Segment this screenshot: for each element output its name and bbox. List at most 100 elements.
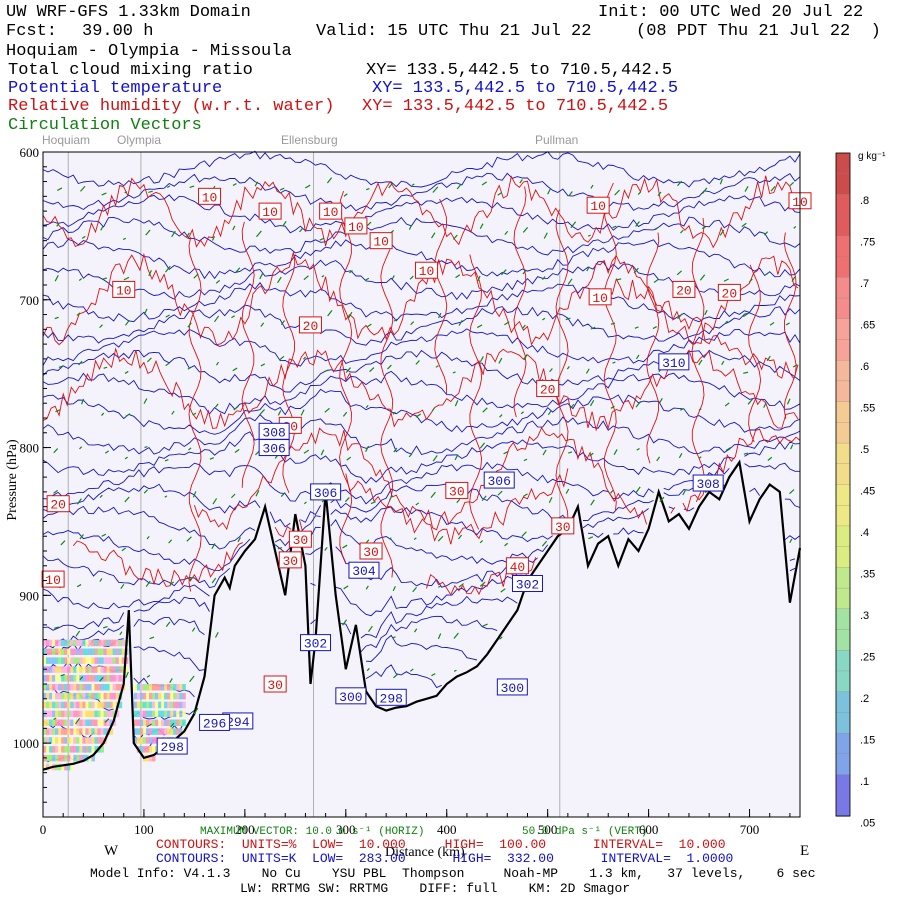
cloud-cell <box>136 684 141 691</box>
vector-arrow <box>415 502 420 506</box>
cloud-cell <box>167 728 171 735</box>
vector-arrow <box>393 673 398 679</box>
cloud-cell <box>85 746 89 753</box>
cloud-cell <box>118 701 123 709</box>
vector-arrow <box>327 309 333 317</box>
plot-frame <box>42 151 801 818</box>
rh-contour-label: 20 <box>676 283 692 298</box>
cloud-cell <box>67 657 71 664</box>
cloud-cell <box>73 684 77 691</box>
vector-arrow <box>214 632 219 638</box>
cloud-cell <box>106 684 111 691</box>
cloud-cell <box>100 684 104 691</box>
cloud-cell <box>142 710 147 718</box>
cloud-cell <box>139 692 144 700</box>
y-tick-label: 900 <box>20 588 40 603</box>
cloud-cell <box>64 728 68 735</box>
vector-arrow <box>698 359 703 366</box>
vector-arrow <box>634 326 639 329</box>
cloud-cell <box>73 719 77 726</box>
colorbar-swatch <box>835 650 851 672</box>
cloud-cell <box>79 666 83 673</box>
theta-contour-line <box>42 370 801 415</box>
rh-label-box <box>344 217 368 235</box>
cloud-cell <box>164 719 168 726</box>
colorbar-label: .55 <box>860 403 875 415</box>
cloud-cell <box>158 719 162 726</box>
cloud-cell <box>103 639 108 647</box>
vector-arrow <box>458 319 463 326</box>
cloud-cell <box>73 666 77 673</box>
vector-arrow <box>766 355 771 362</box>
vector-arrow <box>791 276 796 282</box>
cloud-cell <box>67 710 71 718</box>
cloud-cell <box>67 648 71 655</box>
cloud-cell <box>155 728 159 735</box>
rh-contour-info: CONTOURS: UNITS=% LOW= 10.000 HIGH= 100.… <box>156 837 726 852</box>
vector-arrow <box>744 186 749 192</box>
cloud-cell <box>82 639 86 647</box>
vector-arrow <box>786 398 791 405</box>
valid-local-time: (08 PDT Thu 21 Jul 22 ) <box>636 22 881 41</box>
vector-arrow <box>165 265 171 273</box>
cloud-cell <box>112 648 117 655</box>
theta-contour-line <box>42 304 801 346</box>
rh-label-box <box>46 495 70 513</box>
colorbar-swatch <box>835 360 851 382</box>
x-tick-label: 300 <box>336 822 356 837</box>
cloud-cell <box>158 692 162 700</box>
vector-arrow <box>143 308 148 315</box>
vector-arrow <box>54 626 59 629</box>
rh-label-box <box>415 261 439 279</box>
vector-arrow <box>324 546 328 551</box>
cloud-cell <box>76 701 80 709</box>
vector-arrow <box>303 449 310 454</box>
field-cloud-xy: XY= 133.5,442.5 to 710.5,442.5 <box>366 61 673 80</box>
cloud-cell <box>73 692 77 700</box>
theta-contour-label: 306 <box>488 474 511 489</box>
cloud-cell <box>52 684 56 691</box>
vector-arrow <box>282 220 287 227</box>
cloud-cell <box>73 728 77 735</box>
vector-arrow <box>79 676 84 681</box>
vector-arrow <box>303 275 309 281</box>
cloud-cell <box>173 701 177 709</box>
cloud-cell <box>139 719 144 726</box>
cloud-cell <box>94 692 98 700</box>
cloud-cell <box>85 737 89 744</box>
colorbar-swatch <box>835 712 851 734</box>
cloud-cell <box>164 728 168 735</box>
west-label: W <box>104 843 119 859</box>
vector-arrow <box>656 456 661 462</box>
vector-arrow <box>479 539 484 544</box>
rh-contour-line <box>345 468 569 545</box>
vector-arrow <box>232 367 238 372</box>
cloud-cell <box>142 746 147 753</box>
vector-arrow <box>300 409 305 416</box>
vector-arrow <box>654 227 658 231</box>
cloud-cell <box>58 746 62 753</box>
vector-arrow <box>53 489 58 494</box>
vector-arrow <box>570 221 577 229</box>
vector-arrow <box>365 404 369 409</box>
cloud-cell <box>46 692 50 700</box>
cloud-cell <box>76 648 80 655</box>
valid-time: Valid: 15 UTC Thu 21 Jul 22 <box>316 22 592 41</box>
cloud-cell <box>152 728 156 735</box>
cloud-cell <box>179 710 183 718</box>
cloud-cell <box>55 710 59 718</box>
cloud-cell <box>88 666 92 673</box>
cloud-cell <box>88 746 92 753</box>
vector-arrow <box>299 227 304 233</box>
vector-arrow <box>501 269 507 276</box>
vector-arrow <box>78 278 83 281</box>
vector-arrow <box>498 357 503 364</box>
cloud-cell <box>55 657 59 664</box>
vector-arrow <box>430 491 436 499</box>
cloud-cell <box>142 684 147 691</box>
vector-arrow <box>476 324 483 329</box>
vector-arrow <box>435 365 439 368</box>
cloud-cell <box>49 710 53 718</box>
cloud-cell <box>43 657 47 664</box>
rh-contour-label: 20 <box>540 382 556 397</box>
